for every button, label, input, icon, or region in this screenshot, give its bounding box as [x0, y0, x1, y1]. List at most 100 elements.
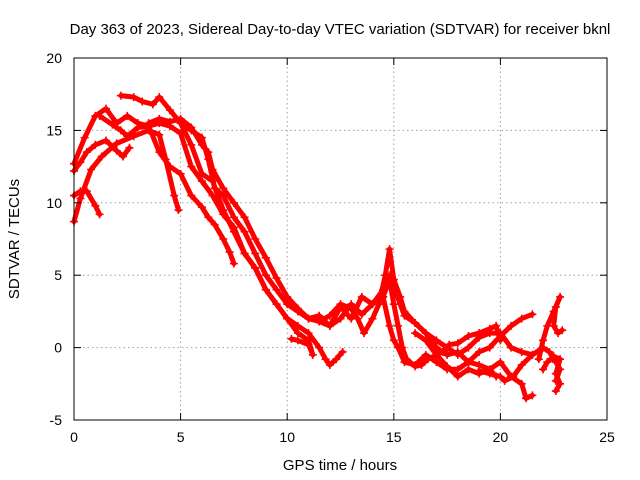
- data-point: [551, 387, 560, 396]
- data-point: [417, 360, 426, 369]
- data-point: [528, 391, 537, 400]
- data-point: [155, 130, 164, 139]
- data-point: [421, 336, 430, 345]
- y-tick-label: 20: [46, 50, 62, 66]
- data-series: [70, 91, 567, 403]
- data-point: [385, 321, 394, 330]
- series-pass-3: [70, 126, 183, 226]
- data-point: [500, 376, 509, 385]
- series-pass-14: [539, 352, 565, 396]
- data-point: [155, 93, 164, 102]
- data-point: [240, 213, 249, 222]
- data-point: [402, 355, 411, 364]
- data-point: [543, 358, 552, 367]
- data-point: [464, 358, 473, 367]
- data-point: [556, 379, 565, 388]
- data-point: [165, 106, 174, 115]
- data-point: [87, 165, 96, 174]
- data-point: [385, 245, 394, 254]
- data-point: [453, 347, 462, 356]
- data-point: [76, 158, 85, 167]
- data-point: [553, 329, 562, 338]
- data-point: [398, 343, 407, 352]
- data-point: [210, 220, 219, 229]
- data-point: [287, 334, 296, 343]
- series-pass-1: [70, 187, 104, 219]
- data-point: [496, 358, 505, 367]
- data-point: [197, 133, 206, 142]
- data-point: [251, 263, 260, 272]
- gridlines: [74, 58, 607, 420]
- data-point: [116, 91, 125, 100]
- data-point: [438, 347, 447, 356]
- data-point: [112, 139, 121, 148]
- data-point: [379, 292, 388, 301]
- data-point: [225, 248, 234, 257]
- data-point: [475, 347, 484, 356]
- data-point: [443, 362, 452, 371]
- series-line: [71, 127, 181, 225]
- data-point: [80, 133, 89, 142]
- data-point: [229, 213, 238, 222]
- data-point: [485, 324, 494, 333]
- data-point: [101, 104, 110, 113]
- data-point: [197, 203, 206, 212]
- data-point: [97, 152, 106, 161]
- data-point: [95, 111, 104, 120]
- data-point: [545, 347, 554, 356]
- data-point: [551, 369, 560, 378]
- axis-ticks: 0 5 10 15 20 25 -5 0 5 10 15 20: [46, 50, 615, 445]
- data-point: [148, 100, 157, 109]
- data-point: [101, 136, 110, 145]
- data-point: [129, 93, 138, 102]
- data-point: [347, 304, 356, 313]
- data-point: [556, 292, 565, 301]
- series-pass-8: [176, 119, 537, 359]
- data-point: [551, 303, 560, 312]
- data-point: [315, 317, 324, 326]
- data-point: [381, 271, 390, 280]
- data-point: [155, 148, 164, 157]
- data-point: [219, 235, 228, 243]
- data-point: [170, 191, 179, 200]
- data-point: [539, 336, 548, 345]
- data-point: [549, 307, 558, 316]
- data-point: [293, 307, 302, 316]
- data-point: [396, 292, 405, 301]
- data-point: [411, 318, 420, 327]
- data-point: [133, 123, 142, 132]
- data-point: [219, 191, 228, 200]
- data-point: [204, 213, 213, 222]
- plot-frame: [73, 57, 608, 421]
- data-point: [496, 372, 505, 381]
- data-point: [108, 120, 117, 129]
- x-tick-label: 20: [493, 429, 509, 445]
- data-point: [229, 198, 238, 207]
- data-point: [359, 329, 368, 338]
- data-point: [464, 365, 473, 374]
- data-point: [251, 249, 260, 258]
- data-point: [304, 340, 313, 349]
- data-point: [261, 285, 270, 294]
- series-line: [71, 106, 237, 267]
- data-point: [283, 300, 292, 309]
- data-point: [374, 300, 383, 309]
- data-point: [165, 162, 174, 171]
- data-point: [210, 184, 219, 193]
- data-point: [219, 206, 228, 215]
- data-point: [475, 366, 484, 375]
- data-point: [261, 271, 270, 280]
- data-point: [304, 314, 313, 323]
- y-tick-label: 5: [54, 267, 62, 283]
- y-tick-label: -5: [50, 412, 63, 428]
- y-tick-label: 0: [54, 340, 62, 356]
- data-point: [528, 350, 537, 359]
- series-pass-5: [95, 111, 347, 369]
- x-tick-label: 15: [386, 429, 402, 445]
- data-point: [204, 155, 213, 164]
- data-point: [95, 210, 104, 219]
- data-point: [187, 126, 196, 135]
- data-point: [176, 119, 185, 128]
- data-point: [272, 300, 281, 309]
- data-point: [174, 206, 183, 215]
